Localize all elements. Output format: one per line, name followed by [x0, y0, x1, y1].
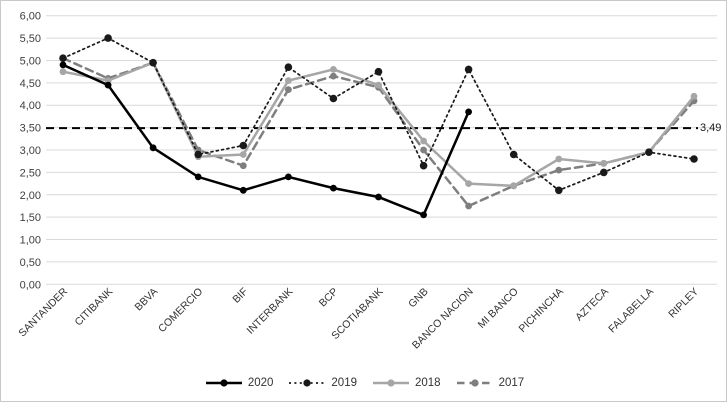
series-marker-2017 [285, 86, 292, 93]
series-marker-2017 [330, 72, 337, 80]
series-marker-2019 [645, 148, 653, 156]
series-marker-2020 [375, 193, 382, 201]
legend-line-sample-2017 [456, 379, 493, 387]
series-marker-2019 [284, 63, 293, 71]
series-marker-2018 [285, 77, 292, 84]
series-marker-2020 [285, 173, 292, 181]
series-marker-2020 [104, 81, 112, 89]
x-category-label: SANTANDER [16, 285, 70, 339]
series-marker-2018 [239, 151, 247, 158]
series-marker-2017 [420, 146, 427, 154]
series-marker-2019 [104, 34, 112, 42]
legend-label-2020: 2020 [247, 377, 274, 389]
x-category-label: INTERBANK [244, 286, 295, 337]
series-line-2019 [62, 37, 695, 192]
x-category-label: BBVA [133, 286, 161, 314]
series-marker-2019 [239, 141, 248, 150]
x-category-label: PICHINCHA [517, 286, 566, 335]
y-tick-label: 3,50 [20, 123, 41, 135]
series-marker-2019 [374, 67, 383, 76]
series-line-2017 [61, 56, 696, 208]
y-tick-label: 5,00 [20, 55, 41, 67]
y-tick-label: 1,00 [20, 235, 41, 247]
series-marker-2018 [375, 81, 382, 89]
reference-line-label: 3,49 [700, 122, 722, 134]
series-marker-2017 [239, 162, 247, 170]
series-marker-2020 [465, 108, 472, 116]
x-category-label: BCP [317, 286, 341, 310]
series-marker-2019 [509, 150, 518, 159]
series-marker-2020 [330, 184, 337, 192]
y-tick-label: 2,50 [20, 167, 41, 179]
series-marker-2018 [600, 160, 608, 167]
series-line-2020 [61, 63, 470, 217]
series-marker-2019 [555, 186, 563, 195]
y-tick-label: 5,50 [20, 33, 41, 45]
series-marker-2018 [555, 155, 563, 163]
series-marker-2018 [465, 180, 472, 188]
x-category-label: BIF [230, 286, 250, 306]
series-line-2018 [61, 61, 696, 188]
series-marker-2020 [239, 186, 247, 194]
x-category-label: GNB [406, 286, 431, 311]
x-category-label: AZTECA [573, 286, 611, 324]
legend-label-2019: 2019 [331, 377, 357, 389]
legend-item-2017: 2017 [456, 377, 525, 389]
legend-line-sample-2019 [289, 379, 326, 387]
series-marker-2019 [59, 54, 67, 62]
series-marker-2019 [690, 155, 698, 163]
y-tick-label: 0,50 [20, 257, 41, 269]
legend-label-2017: 2017 [498, 377, 525, 389]
series-marker-2019 [464, 65, 473, 74]
legend-line-sample-2020 [205, 379, 242, 387]
x-category-label: RIPLEY [666, 286, 701, 321]
series-marker-2020 [420, 211, 427, 219]
x-category-label: CITIBANK [72, 286, 115, 329]
series-marker-2019 [419, 161, 428, 170]
series-marker-2017 [555, 166, 563, 174]
series-marker-2018 [690, 92, 698, 100]
series-marker-2017 [465, 202, 472, 210]
y-tick-label: 6,00 [20, 11, 41, 23]
legend-label-2018: 2018 [415, 377, 441, 389]
series-marker-2020 [59, 61, 67, 69]
chart-legend: 2020 2019 2018 2017 [1, 372, 726, 394]
series-marker-2019 [329, 94, 338, 103]
series-marker-2018 [510, 182, 518, 190]
x-category-label: MI BANCO [476, 286, 521, 331]
x-category-label: FALABELLA [606, 286, 656, 336]
series-marker-2019 [600, 168, 608, 177]
legend-item-2018: 2018 [372, 377, 441, 389]
series-marker-2019 [194, 150, 202, 159]
y-tick-label: 2,00 [20, 190, 41, 202]
series-marker-2018 [59, 68, 67, 76]
y-tick-label: 4,00 [20, 100, 41, 112]
y-tick-label: 3,00 [20, 145, 41, 157]
legend-item-2019: 2019 [288, 377, 357, 389]
x-category-label: COMERCIO [156, 286, 205, 335]
y-tick-label: 0,00 [20, 279, 41, 291]
series-marker-2020 [149, 144, 157, 152]
y-tick-label: 1,50 [20, 212, 41, 224]
series-marker-2020 [194, 173, 202, 181]
y-tick-label: 4,50 [20, 78, 41, 90]
legend-line-sample-2018 [373, 379, 409, 387]
legend-item-2020: 2020 [205, 377, 274, 389]
series-marker-2018 [420, 137, 427, 145]
series-marker-2019 [149, 58, 157, 67]
series-marker-2018 [330, 66, 337, 73]
